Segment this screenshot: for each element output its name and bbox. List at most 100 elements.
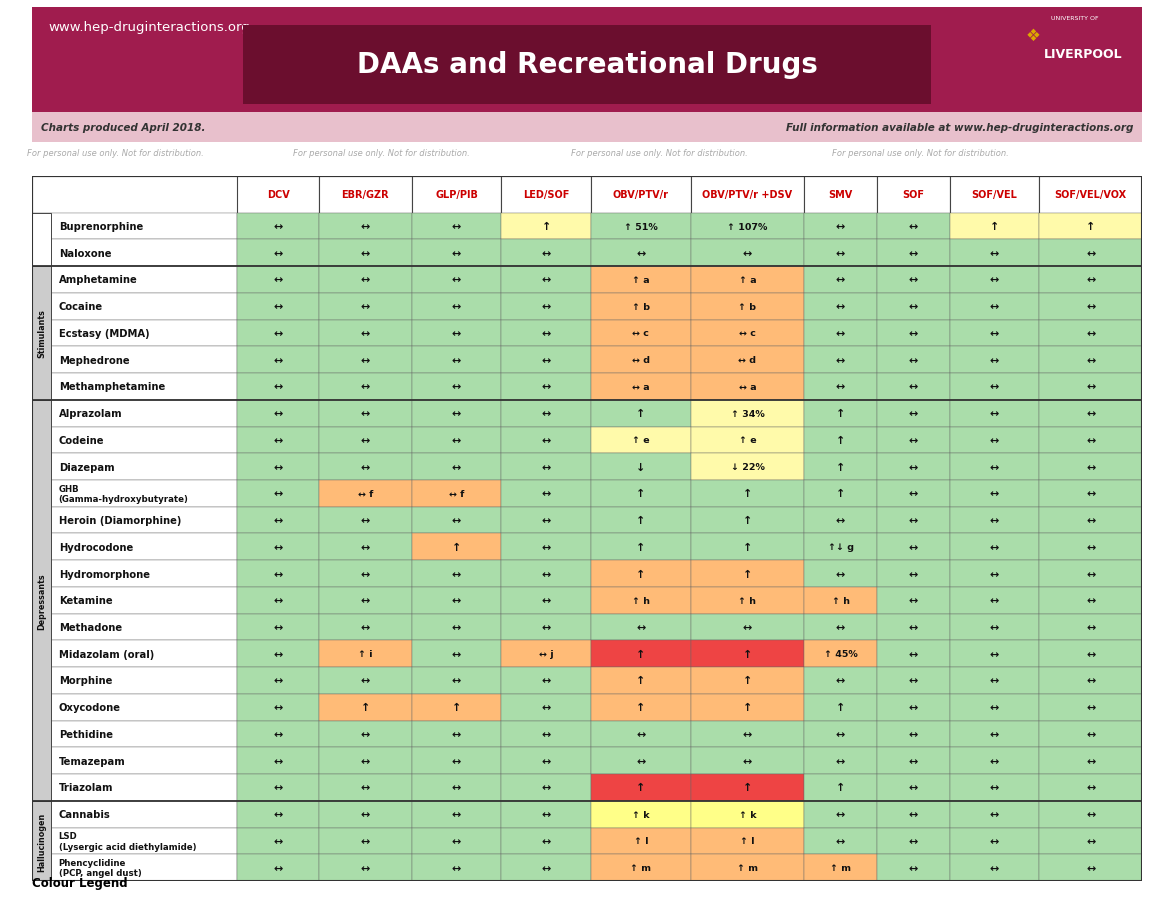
Text: Ketamine: Ketamine: [59, 596, 113, 606]
Bar: [319, 427, 412, 454]
Bar: [1039, 240, 1142, 266]
Text: ↔: ↔: [909, 649, 918, 659]
Bar: [501, 480, 591, 507]
Text: Diazepam: Diazepam: [59, 462, 114, 472]
Bar: [591, 347, 690, 374]
Text: GLP/PIB: GLP/PIB: [436, 191, 478, 200]
Bar: [412, 454, 501, 480]
Bar: [804, 774, 877, 801]
Bar: [591, 507, 690, 534]
Bar: [950, 177, 1039, 213]
Bar: [877, 400, 950, 427]
Text: ↔: ↔: [990, 622, 999, 632]
Text: ↔: ↔: [452, 516, 461, 526]
Bar: [804, 721, 877, 748]
Bar: [1039, 374, 1142, 400]
Text: ↔ f: ↔ f: [358, 489, 373, 498]
Text: ↑: ↑: [452, 542, 461, 553]
Bar: [804, 374, 877, 400]
Bar: [950, 374, 1039, 400]
Bar: [804, 427, 877, 454]
Bar: [32, 213, 50, 240]
Text: ↔: ↔: [452, 836, 461, 846]
Bar: [1039, 667, 1142, 694]
Text: ↔: ↔: [990, 329, 999, 339]
Text: Buprenorphine: Buprenorphine: [59, 222, 143, 232]
Text: ↔: ↔: [909, 222, 918, 232]
Bar: [877, 828, 950, 854]
Bar: [804, 614, 877, 641]
Text: ↔: ↔: [360, 516, 370, 526]
Text: ↔ a: ↔ a: [738, 383, 756, 392]
Bar: [501, 454, 591, 480]
Text: ↑ e: ↑ e: [632, 436, 649, 445]
Bar: [1039, 641, 1142, 667]
Bar: [1039, 321, 1142, 347]
Bar: [501, 614, 591, 641]
Bar: [50, 614, 237, 641]
Bar: [237, 507, 319, 534]
Bar: [501, 721, 591, 748]
Text: ↔: ↔: [909, 302, 918, 312]
Text: ↔: ↔: [541, 409, 551, 419]
Bar: [32, 480, 50, 507]
Text: ↔: ↔: [274, 462, 283, 472]
Text: ↔: ↔: [452, 382, 461, 392]
Bar: [50, 213, 237, 240]
Text: ↑: ↑: [636, 542, 646, 553]
Bar: [690, 293, 804, 321]
Bar: [1039, 774, 1142, 801]
Text: ↔: ↔: [274, 729, 283, 740]
Bar: [1039, 266, 1142, 293]
Text: Cocaine: Cocaine: [59, 302, 103, 312]
Bar: [950, 213, 1039, 240]
Bar: [1039, 587, 1142, 614]
Text: ↔: ↔: [360, 675, 370, 685]
Text: ↑: ↑: [743, 489, 753, 498]
Bar: [319, 454, 412, 480]
Text: ↔: ↔: [360, 569, 370, 579]
Bar: [32, 721, 50, 748]
Text: ↔: ↔: [274, 222, 283, 232]
Text: ↑: ↑: [836, 703, 845, 712]
Bar: [50, 347, 237, 374]
Text: OBV/PTV/r +DSV: OBV/PTV/r +DSV: [702, 191, 792, 200]
Text: ↔: ↔: [909, 569, 918, 579]
Bar: [237, 801, 319, 828]
Bar: [50, 587, 237, 614]
Text: Heroin (Diamorphine): Heroin (Diamorphine): [59, 516, 181, 526]
Bar: [804, 240, 877, 266]
Bar: [591, 293, 690, 321]
Text: LED/SOF: LED/SOF: [524, 191, 569, 200]
Bar: [32, 667, 50, 694]
Bar: [32, 534, 50, 561]
Text: ↔: ↔: [990, 355, 999, 366]
Bar: [501, 561, 591, 587]
Text: ↔: ↔: [274, 516, 283, 526]
Bar: [319, 374, 412, 400]
Text: ↔: ↔: [360, 302, 370, 312]
Bar: [1039, 177, 1142, 213]
Bar: [50, 641, 237, 667]
Bar: [412, 374, 501, 400]
Bar: [1039, 828, 1142, 854]
Bar: [690, 801, 804, 828]
Bar: [690, 427, 804, 454]
Bar: [50, 828, 237, 854]
Text: ↔: ↔: [274, 649, 283, 659]
Text: ↑: ↑: [990, 222, 999, 232]
Bar: [591, 321, 690, 347]
Text: ↔: ↔: [274, 622, 283, 632]
Text: ↑ h: ↑ h: [831, 596, 850, 605]
Bar: [1039, 507, 1142, 534]
Text: ↔: ↔: [836, 729, 845, 740]
Bar: [237, 454, 319, 480]
Text: ↔: ↔: [452, 329, 461, 339]
Bar: [319, 177, 412, 213]
Bar: [412, 213, 501, 240]
Text: ↔: ↔: [909, 542, 918, 553]
Bar: [877, 321, 950, 347]
Bar: [950, 427, 1039, 454]
Text: ↔: ↔: [541, 435, 551, 445]
Text: ↔: ↔: [1086, 382, 1095, 392]
